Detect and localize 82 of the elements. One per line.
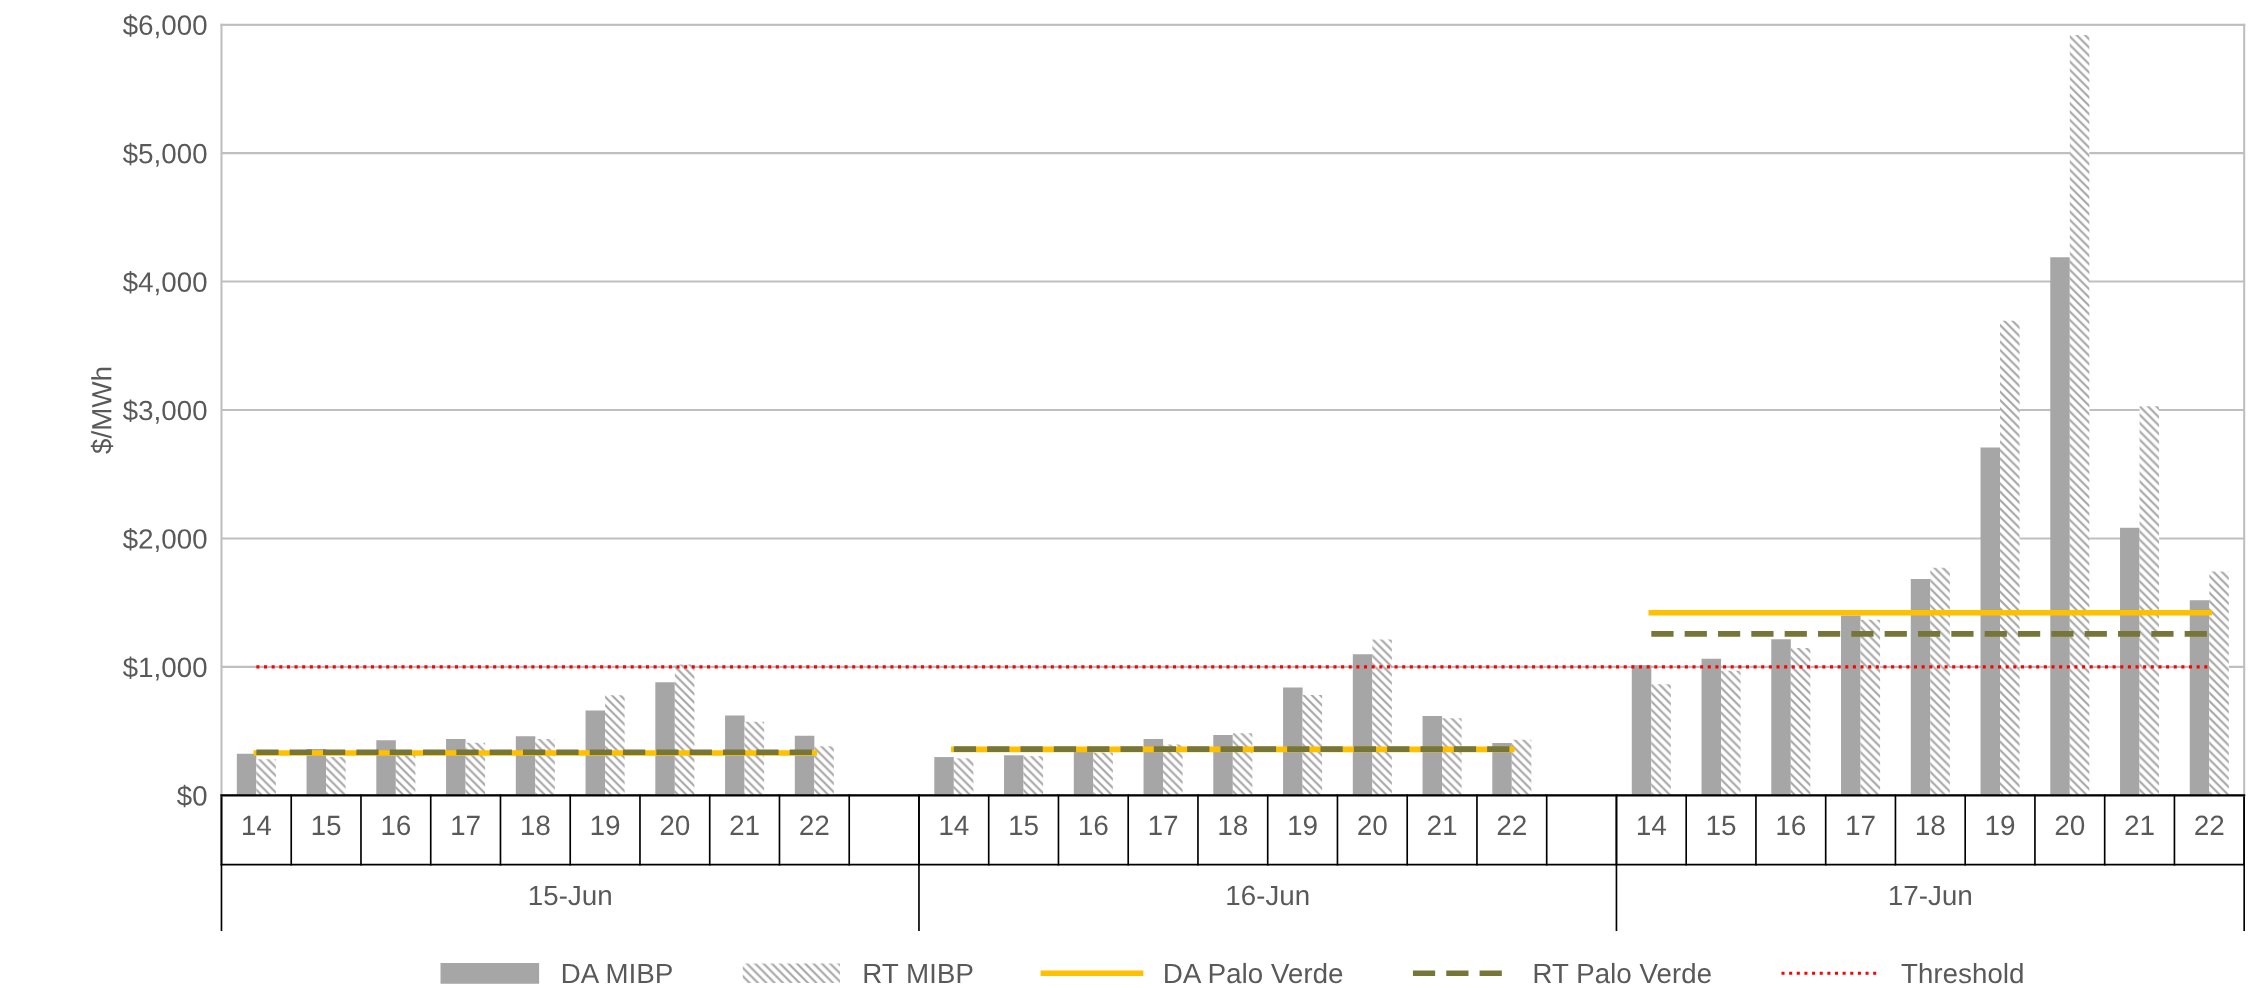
x-tick-label: 16 <box>1080 815 1108 836</box>
bar <box>953 758 974 796</box>
text: 15-Jun <box>529 885 611 906</box>
bar <box>725 715 745 796</box>
x-tick-label: 21 <box>1428 815 1457 835</box>
bar <box>2069 34 2090 796</box>
x-tick-label: 17 <box>452 815 480 835</box>
bar <box>1511 739 1532 796</box>
bar <box>1372 639 1392 796</box>
bar <box>1004 755 1024 796</box>
x-tick-label: 14 <box>940 815 969 835</box>
x-tick-label: 16 <box>1777 815 1806 836</box>
bar <box>1023 756 1044 796</box>
bar <box>655 682 675 796</box>
bar <box>2000 320 2020 796</box>
bar <box>2050 257 2070 796</box>
x-tick-label: 14 <box>1637 815 1666 835</box>
bar <box>1213 734 1233 796</box>
y-axis-title: $/MWh <box>90 367 114 454</box>
bar <box>674 664 695 796</box>
x-tick-label: 20 <box>2055 815 2085 836</box>
bar <box>814 746 834 796</box>
bar <box>2189 600 2210 796</box>
bar <box>1701 658 1722 796</box>
bar <box>1651 684 1671 796</box>
text: 16-Jun <box>1227 885 1309 906</box>
bar <box>1841 615 1861 796</box>
legend-label: DA MIBP <box>562 963 672 984</box>
x-tick-label: 19 <box>1289 815 1317 836</box>
x-tick-label: 22 <box>2195 815 2224 835</box>
y-tick-label: $5,000 <box>122 142 207 167</box>
bar <box>2209 571 2229 796</box>
bar <box>1093 752 1113 796</box>
x-tick-label: 17 <box>1149 815 1178 835</box>
bar <box>236 753 257 796</box>
x-tick-label: 15 <box>1707 815 1736 836</box>
x-tick-label: 14 <box>243 815 271 835</box>
bar <box>1352 654 1373 796</box>
bar <box>1930 567 1950 796</box>
x-tick-label: 18 <box>522 815 550 836</box>
x-tick-label: 22 <box>1497 815 1526 835</box>
x-tick-label: 17 <box>1847 815 1875 835</box>
legend-label: Threshold <box>1901 962 2023 984</box>
x-tick-label: 21 <box>730 815 759 835</box>
legend-label: DA Palo Verde <box>1165 962 1343 984</box>
x-tick-label: 19 <box>591 815 620 836</box>
x-tick-label: 15 <box>1010 815 1038 836</box>
bar <box>1790 647 1811 796</box>
bar <box>1721 670 1741 796</box>
y-tick-label: $1,000 <box>122 656 207 681</box>
bar <box>2120 527 2140 796</box>
x-tick-label: 16 <box>382 815 411 836</box>
bar <box>1980 447 2001 796</box>
bar <box>326 757 346 796</box>
bar <box>1771 639 1791 796</box>
bar <box>1283 687 1303 796</box>
bar <box>934 757 954 796</box>
x-tick-label: 19 <box>1986 815 2015 836</box>
bar <box>1631 665 1652 796</box>
bar <box>1860 619 1881 796</box>
legend-label: RT Palo Verde <box>1534 962 1711 984</box>
x-tick-label: 20 <box>1358 815 1387 836</box>
x-tick-label: 20 <box>660 815 690 836</box>
x-tick-label: 22 <box>800 815 829 835</box>
y-tick-label: $2,000 <box>122 527 207 553</box>
bar <box>1073 750 1094 796</box>
x-tick-label: 18 <box>1916 815 1945 836</box>
y-tick-label: $6,000 <box>122 14 207 39</box>
y-tick-label: $0 <box>177 784 207 808</box>
y-tick-label: $4,000 <box>122 271 207 296</box>
x-tick-label: 21 <box>2125 815 2154 835</box>
bar <box>1302 694 1323 796</box>
bar <box>256 759 276 796</box>
bar <box>2139 406 2160 796</box>
bar <box>1442 718 1462 796</box>
bar <box>605 695 625 796</box>
legend-label: RT MIBP <box>864 963 973 984</box>
x-tick-label: 18 <box>1219 815 1248 836</box>
y-tick-label: $3,000 <box>122 399 207 424</box>
x-tick-label: 15 <box>312 815 341 836</box>
text: 17-Jun <box>1889 885 1971 906</box>
bar <box>1910 579 1931 796</box>
